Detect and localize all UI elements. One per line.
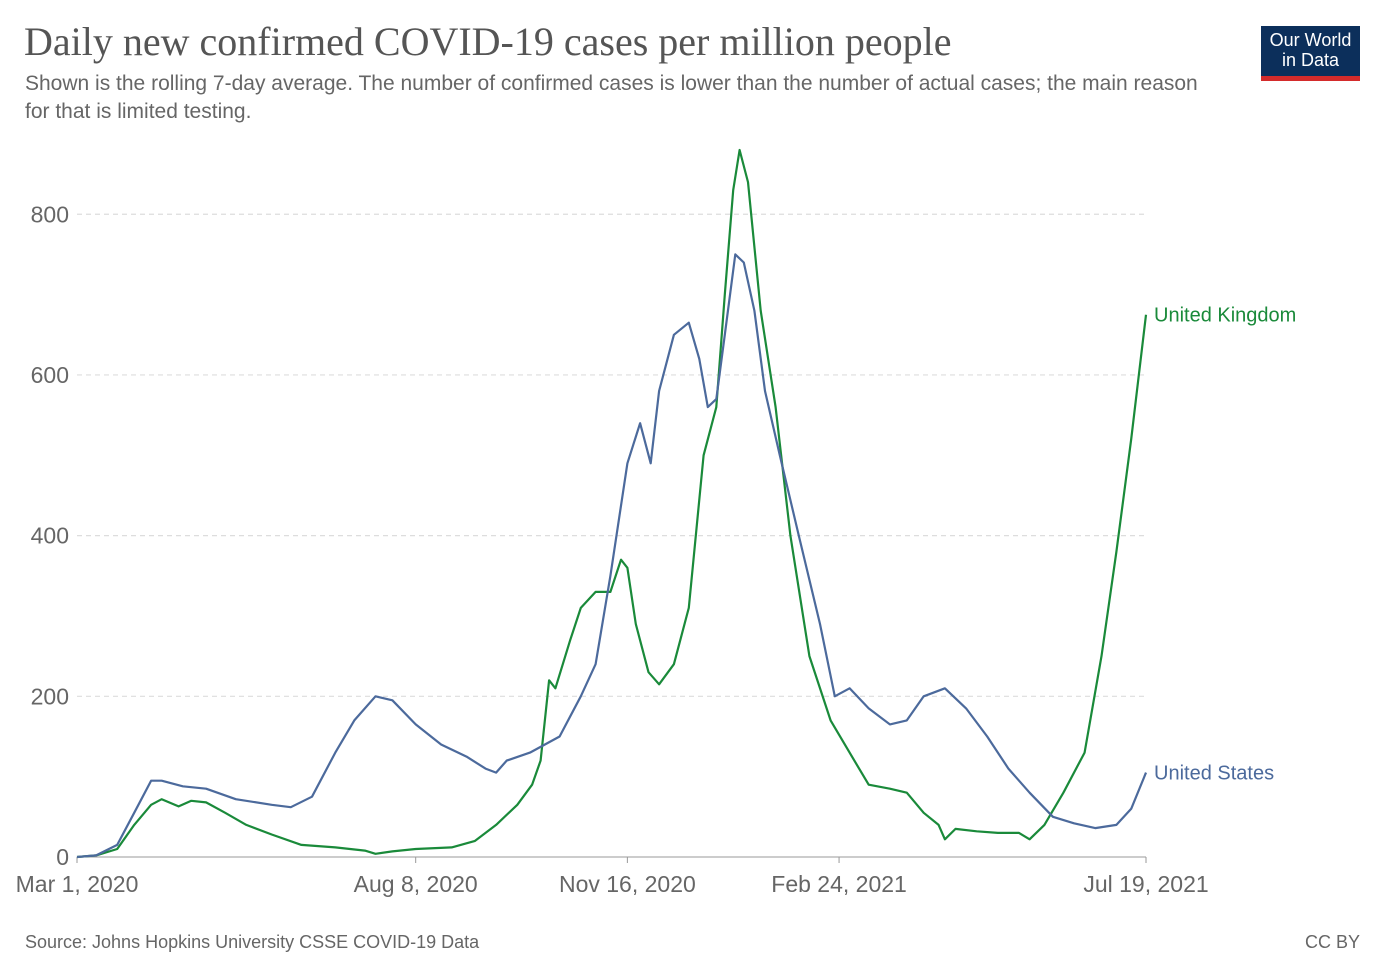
- y-tick-label: 600: [31, 362, 69, 388]
- series-label-united-kingdom: United Kingdom: [1154, 305, 1296, 327]
- chart-title: Daily new confirmed COVID-19 cases per m…: [24, 19, 952, 64]
- series-line-united-kingdom: [76, 148, 1148, 859]
- y-tick-label: 400: [31, 523, 69, 549]
- y-tick-label: 0: [56, 844, 69, 870]
- x-tick-label: Mar 1, 2020: [16, 871, 139, 897]
- x-tick-label: Nov 16, 2020: [559, 871, 696, 897]
- x-tick-label: Aug 8, 2020: [354, 871, 478, 897]
- chart-subtitle: Shown is the rolling 7-day average. The …: [25, 72, 1198, 123]
- series-label-united-states: United States: [1154, 763, 1274, 785]
- source-note[interactable]: Source: Johns Hopkins University CSSE CO…: [25, 932, 480, 952]
- y-tick-label: 200: [31, 683, 69, 709]
- x-tick-label: Jul 19, 2021: [1083, 871, 1208, 897]
- logo-line-2: in Data: [1281, 50, 1340, 70]
- series-line-united-states: [76, 253, 1148, 859]
- owid-logo[interactable]: Our World in Data: [1261, 26, 1360, 81]
- y-tick-label: 800: [31, 201, 69, 227]
- logo-line-1: Our World: [1269, 30, 1352, 50]
- license-note[interactable]: CC BY: [1304, 932, 1360, 952]
- x-tick-label: Feb 24, 2021: [771, 871, 907, 897]
